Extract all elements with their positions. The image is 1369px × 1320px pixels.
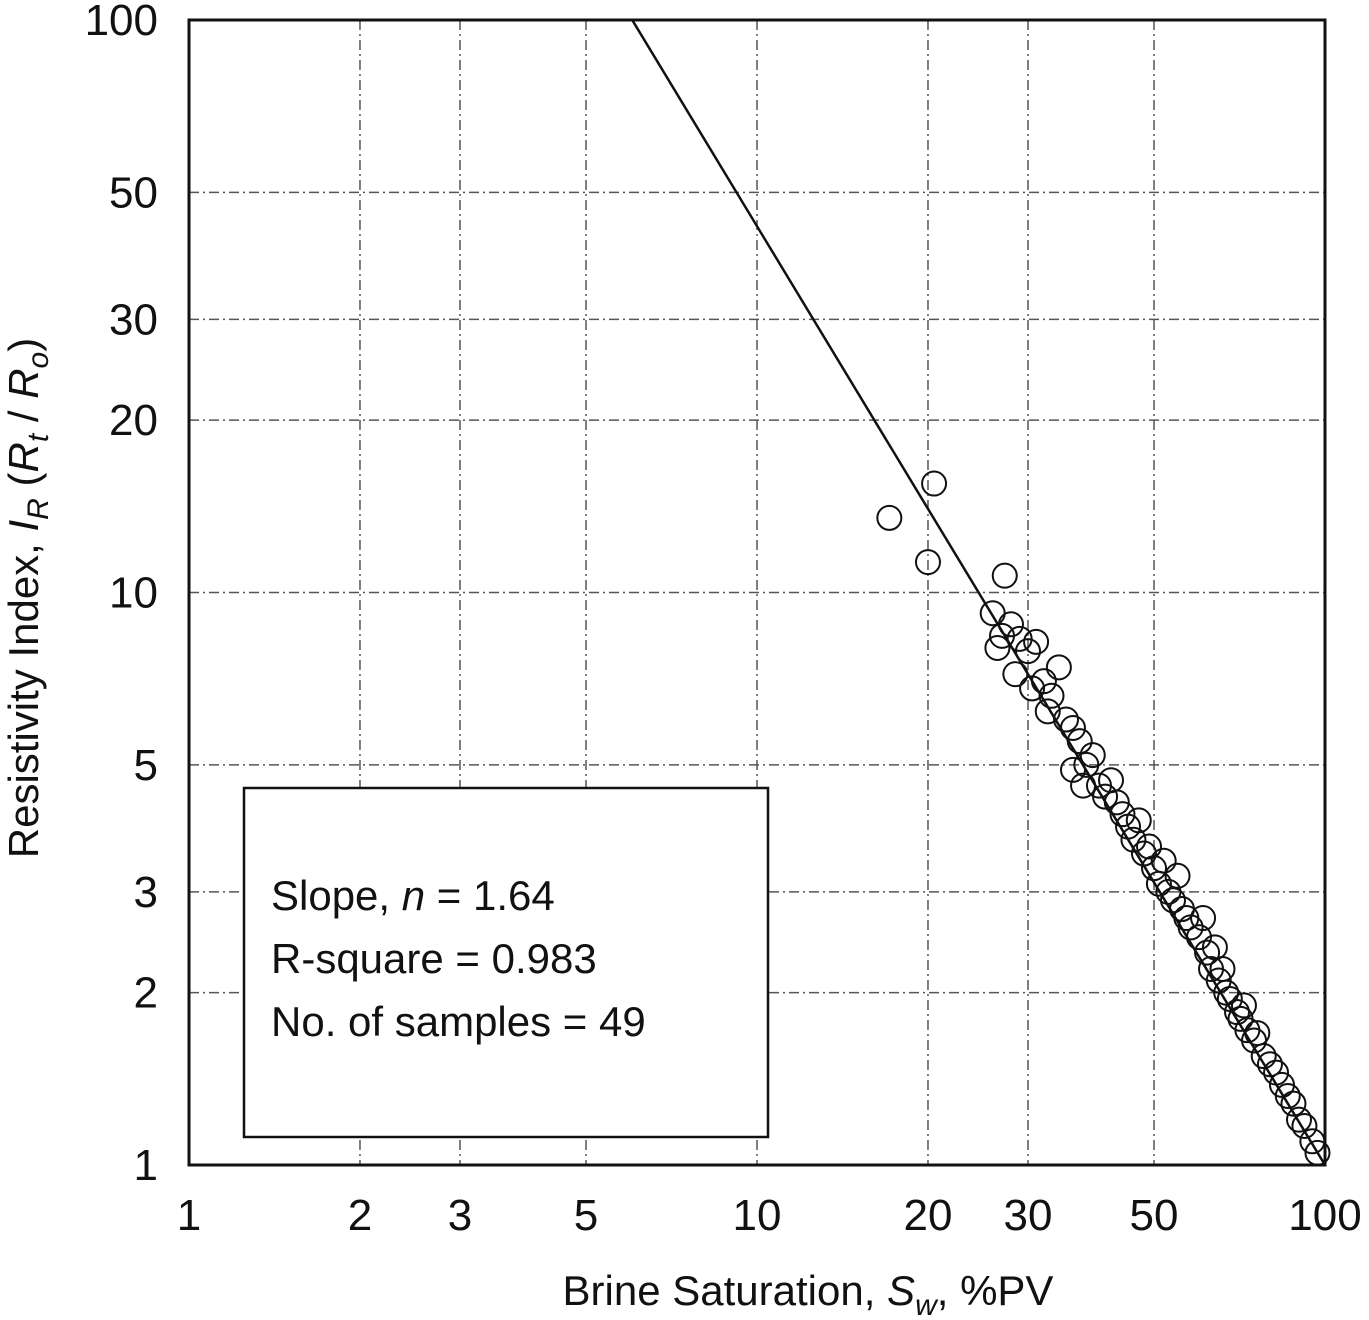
data-point (1213, 979, 1240, 1006)
x-label-part: w (915, 1289, 939, 1320)
annotation-box (242, 786, 770, 1139)
y-tick-label: 20 (109, 396, 158, 445)
y-tick-label: 1 (134, 1141, 158, 1190)
annotation-part: R-square = 0.983 (271, 935, 597, 982)
x-tick-label: 3 (448, 1191, 472, 1240)
y-label-part: Resistivity Index, (0, 531, 47, 858)
annotation-part: Slope, (271, 872, 402, 919)
y-axis-label: Resistivity Index, IR (Rt / Ro) (0, 338, 55, 859)
data-point (1286, 1106, 1313, 1133)
x-tick-label: 50 (1130, 1191, 1179, 1240)
plot-frame (187, 18, 1327, 1167)
x-axis-label: Brine Saturation, Sw, %PV (563, 1267, 1054, 1320)
y-tick-label: 50 (109, 168, 158, 217)
data-point (1125, 807, 1152, 834)
data-point (1015, 638, 1042, 665)
x-tick-label: 10 (733, 1191, 782, 1240)
y-tick-label: 3 (134, 868, 158, 917)
data-point (1109, 801, 1136, 828)
y-label-part: I (0, 519, 47, 531)
y-label-part: o (22, 352, 55, 369)
data-point (979, 600, 1006, 627)
data-point (1023, 628, 1050, 655)
data-point (1291, 1112, 1318, 1139)
data-point (1280, 1090, 1307, 1117)
annotation-part: = 1.64 (425, 872, 555, 919)
fit-line (631, 19, 1327, 1166)
annotation-part: No. of samples = 49 (271, 998, 646, 1045)
data-point (1250, 1043, 1277, 1070)
data-point (1304, 1139, 1331, 1166)
y-tick-label: 100 (85, 0, 158, 45)
y-label-part: ) (0, 338, 47, 352)
data-point (1216, 985, 1243, 1012)
x-tick-label: 30 (1004, 1191, 1053, 1240)
x-tick-label: 20 (904, 1191, 953, 1240)
data-point (876, 504, 903, 531)
data-point (1092, 783, 1119, 810)
y-label-part: R (0, 368, 47, 398)
data-point (991, 562, 1018, 589)
data-point (1066, 728, 1093, 755)
y-tick-label: 30 (109, 295, 158, 344)
x-label-part: S (887, 1267, 915, 1314)
data-point (1190, 905, 1217, 932)
data-point (1299, 1128, 1326, 1155)
data-point (984, 634, 1011, 661)
data-point (1045, 654, 1072, 681)
y-label-part: R (22, 498, 55, 520)
data-point (1194, 939, 1221, 966)
x-label-part: Brine Saturation, (563, 1267, 888, 1314)
data-point (921, 470, 948, 497)
y-tick-label: 5 (134, 741, 158, 790)
annotation-line: No. of samples = 49 (271, 998, 646, 1045)
y-tick-label: 2 (134, 969, 158, 1018)
data-point (1274, 1082, 1301, 1109)
data-point (1079, 742, 1106, 769)
y-label-part: t (22, 432, 55, 442)
annotation-line: R-square = 0.983 (271, 935, 597, 982)
y-label-part: / (0, 399, 47, 434)
data-point (914, 549, 941, 576)
x-tick-label: 100 (1288, 1191, 1361, 1240)
y-label-part: R (0, 442, 47, 472)
y-tick-label: 10 (109, 569, 158, 618)
y-label-part: ( (0, 472, 47, 498)
x-tick-label: 1 (177, 1191, 201, 1240)
annotation-part: n (402, 872, 425, 919)
x-label-part: , %PV (937, 1267, 1054, 1314)
x-tick-label: 2 (348, 1191, 372, 1240)
data-point (1034, 698, 1061, 725)
data-point (1136, 833, 1163, 860)
annotation-line: Slope, n = 1.64 (271, 872, 555, 919)
data-point (1230, 992, 1257, 1019)
data-point (1038, 682, 1065, 709)
data-point (1150, 847, 1177, 874)
x-tick-label: 5 (574, 1191, 598, 1240)
data-point (1120, 826, 1147, 853)
data-point (1164, 862, 1191, 889)
